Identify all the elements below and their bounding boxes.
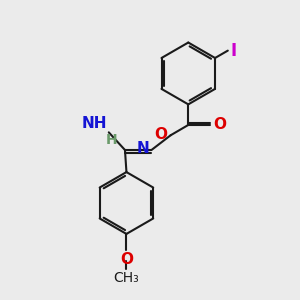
- Text: N: N: [136, 141, 149, 156]
- Text: H: H: [105, 133, 117, 147]
- Text: NH: NH: [82, 116, 107, 131]
- Text: O: O: [213, 118, 226, 133]
- Text: O: O: [120, 252, 133, 267]
- Text: I: I: [231, 42, 237, 60]
- Text: CH₃: CH₃: [114, 271, 139, 285]
- Text: O: O: [155, 127, 168, 142]
